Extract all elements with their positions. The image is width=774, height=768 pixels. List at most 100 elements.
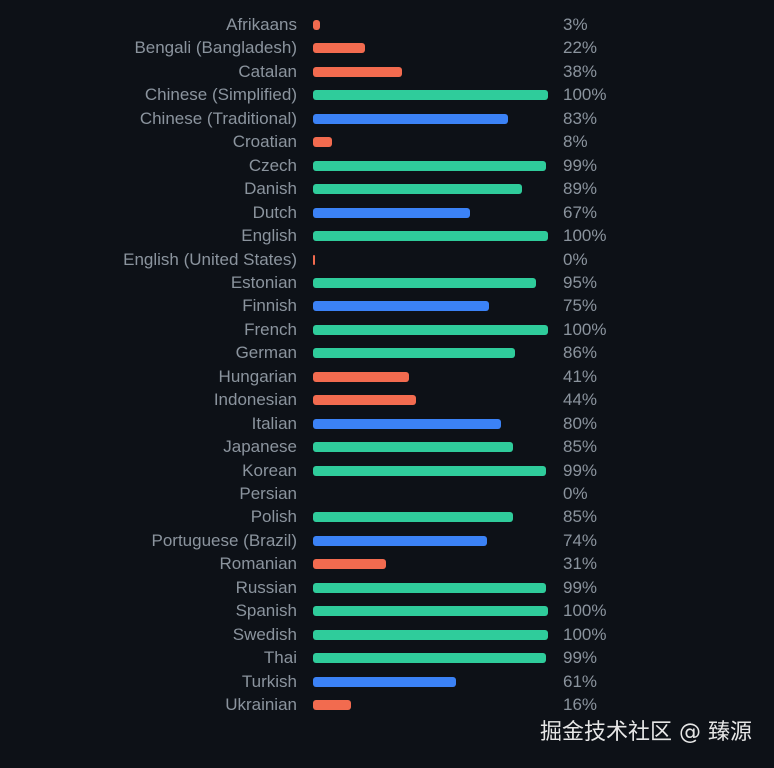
category-label: Catalan — [238, 61, 297, 81]
value-label: 67% — [563, 202, 598, 222]
category-label: Croatian — [232, 132, 297, 152]
category-label: Chinese (Traditional) — [139, 108, 297, 128]
bar — [313, 137, 332, 148]
bar-track — [313, 442, 548, 453]
category-label: French — [244, 319, 297, 339]
bar-track — [313, 160, 548, 171]
bar-row: Afrikaans 3% — [0, 13, 774, 37]
bar-row: Estonian 95% — [0, 271, 774, 295]
category-label: Thai — [263, 648, 297, 668]
value-label: 31% — [563, 554, 598, 574]
bar-track — [313, 90, 548, 101]
value-label: 99% — [563, 577, 598, 597]
bar-track — [313, 371, 548, 382]
bar — [313, 348, 516, 359]
bar-track — [313, 535, 548, 546]
value-label: 99% — [563, 648, 598, 668]
bar-row: Polish 85% — [0, 505, 774, 529]
category-label: Italian — [251, 413, 297, 433]
category-label: Hungarian — [218, 366, 297, 386]
bar-row: Chinese (Traditional) 83% — [0, 107, 774, 131]
bar — [313, 700, 351, 711]
value-label: 0% — [563, 484, 588, 503]
value-label: 3% — [563, 15, 588, 34]
bar-track — [313, 676, 548, 687]
category-label: Russian — [235, 577, 297, 597]
value-label: 41% — [563, 366, 598, 386]
bar-row: Romanian 31% — [0, 552, 774, 576]
category-label: English — [241, 226, 297, 246]
bar-row: Portuguese (Brazil) 74% — [0, 529, 774, 553]
bar-row: Bengali (Bangladesh) 22% — [0, 36, 774, 60]
value-label: 100% — [563, 85, 607, 105]
value-label: 16% — [563, 695, 598, 715]
bar-row: English (United States) 0% — [0, 248, 774, 272]
bar-track — [313, 137, 548, 148]
category-label: German — [235, 343, 297, 363]
value-label: 61% — [563, 671, 598, 691]
bar — [313, 442, 513, 453]
bar — [313, 465, 546, 476]
bar-row: Ukrainian 16% — [0, 693, 774, 717]
category-label: Finnish — [242, 296, 297, 316]
bar-track — [313, 207, 548, 218]
value-label: 38% — [563, 61, 598, 81]
bar — [313, 254, 315, 265]
bar — [313, 324, 548, 335]
watermark-text: 掘金技术社区 @ 臻源 — [540, 720, 752, 745]
bar-row: Japanese 85% — [0, 435, 774, 459]
bar-track — [313, 512, 548, 523]
bar-row: English 100% — [0, 224, 774, 248]
value-label: 44% — [563, 390, 598, 410]
bar-row: Czech 99% — [0, 154, 774, 178]
bar-track — [313, 231, 548, 242]
bar-row: French 100% — [0, 318, 774, 342]
bar — [313, 90, 548, 101]
category-label: Ukrainian — [225, 695, 297, 715]
bar-track — [313, 606, 548, 617]
bar — [313, 301, 490, 312]
bar — [313, 66, 403, 77]
bar-row: Croatian 8% — [0, 130, 774, 154]
bar — [313, 184, 523, 195]
bar — [313, 277, 537, 288]
bar — [313, 160, 546, 171]
bar — [313, 676, 457, 687]
bar — [313, 113, 509, 124]
value-label: 89% — [563, 179, 598, 199]
category-label: Czech — [248, 155, 297, 175]
value-label: 100% — [563, 226, 607, 246]
bar-row: Catalan 38% — [0, 60, 774, 84]
bar-track — [313, 20, 548, 30]
value-label: 95% — [563, 272, 598, 292]
bar-track — [313, 559, 548, 570]
bar — [313, 207, 471, 218]
value-label: 85% — [563, 437, 598, 457]
value-label: 86% — [563, 343, 598, 363]
value-label: 100% — [563, 624, 607, 644]
bar-row: Italian 80% — [0, 412, 774, 436]
bar-track — [313, 113, 548, 124]
bar-track — [313, 184, 548, 195]
bar-row: Persian 0% — [0, 482, 774, 506]
category-label: Polish — [250, 507, 297, 527]
value-label: 8% — [563, 132, 588, 152]
bar — [313, 535, 487, 546]
bar-track — [313, 465, 548, 476]
bar-track — [313, 348, 548, 359]
bar-row: Thai 99% — [0, 646, 774, 670]
bar-row: Russian 99% — [0, 576, 774, 600]
value-label: 75% — [563, 296, 598, 316]
value-label: 22% — [563, 38, 598, 58]
bar-row: Korean 99% — [0, 459, 774, 483]
bar-track — [313, 629, 548, 640]
value-label: 100% — [563, 319, 607, 339]
category-label: Danish — [244, 179, 297, 199]
bar — [313, 43, 365, 54]
value-label: 99% — [563, 155, 598, 175]
value-label: 85% — [563, 507, 598, 527]
category-label: Korean — [242, 460, 297, 480]
category-label: Japanese — [223, 437, 297, 457]
bar-track — [313, 700, 548, 711]
bar — [313, 371, 410, 382]
